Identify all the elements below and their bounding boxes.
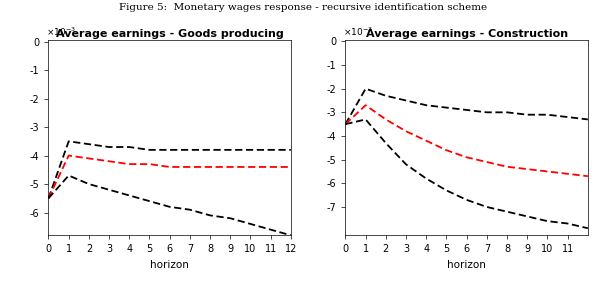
X-axis label: horizon: horizon (150, 260, 189, 270)
Text: $\times 10^{-3}$: $\times 10^{-3}$ (46, 26, 76, 38)
Text: $\times 10^{-3}$: $\times 10^{-3}$ (343, 26, 373, 38)
Title: Average earnings - Goods producing: Average earnings - Goods producing (56, 29, 284, 39)
Title: Average earnings - Construction: Average earnings - Construction (365, 29, 568, 39)
Text: Figure 5:  Monetary wages response - recursive identification scheme: Figure 5: Monetary wages response - recu… (119, 3, 487, 12)
X-axis label: horizon: horizon (447, 260, 486, 270)
